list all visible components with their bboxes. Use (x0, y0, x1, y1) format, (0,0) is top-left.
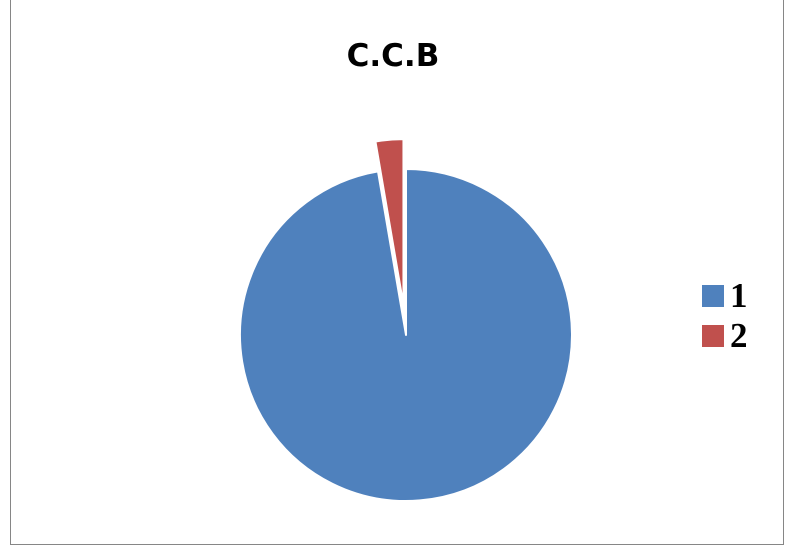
legend-item-2: 2 (702, 316, 748, 356)
legend-label-2: 2 (730, 316, 748, 355)
legend-swatch-1 (702, 285, 724, 307)
legend: 1 2 (702, 276, 748, 356)
chart-title: C.C.B (346, 38, 440, 74)
pie-slice-1 (239, 168, 573, 502)
legend-swatch-2 (702, 325, 724, 347)
legend-label-1: 1 (730, 276, 748, 315)
pie-slice-2 (374, 138, 405, 307)
legend-item-1: 1 (702, 276, 748, 316)
